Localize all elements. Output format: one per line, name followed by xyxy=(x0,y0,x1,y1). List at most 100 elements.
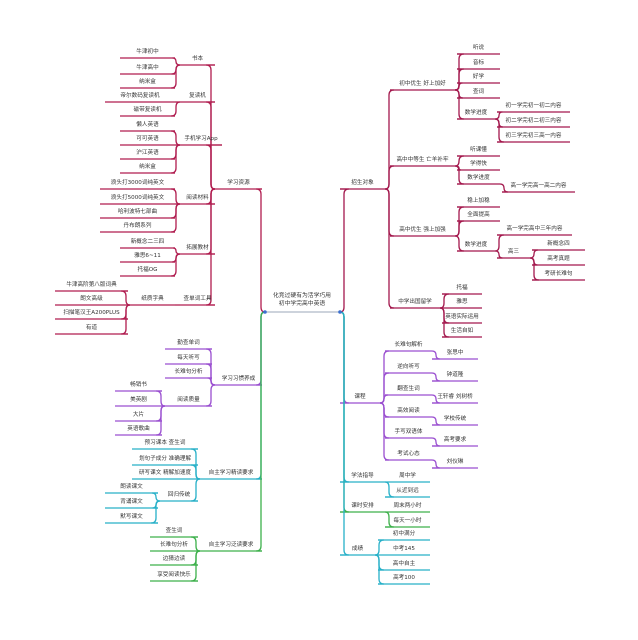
node-trad[interactable]: 回归传统 xyxy=(167,492,191,498)
node-qual0[interactable]: 畅销书 xyxy=(130,382,147,388)
node-sc2[interactable]: 高中自主 xyxy=(392,561,416,567)
node-ab1[interactable]: 雅思 xyxy=(456,299,468,305)
node-jt[interactable]: 初中优生 好上加好 xyxy=(399,81,446,87)
node-st1[interactable]: 全面提高 xyxy=(467,212,490,218)
node-tb[interactable]: 拓展教材 xyxy=(186,245,209,251)
node-qual3[interactable]: 英语歌曲 xyxy=(127,426,150,432)
node-ct0[interactable]: 长难句解析 xyxy=(394,342,423,348)
node-jtm1[interactable]: 初二学完初二初三内容 xyxy=(505,118,562,124)
node-ct5[interactable]: 考试心态 xyxy=(397,451,420,457)
node-ab2[interactable]: 英语实际运用 xyxy=(445,314,479,320)
node-res[interactable]: 学习资源 xyxy=(227,180,250,186)
node-books2[interactable]: 纳米盒 xyxy=(139,79,156,85)
node-ab3[interactable]: 生活自如 xyxy=(450,328,474,334)
node-int0[interactable]: 预习课本 查生词 xyxy=(144,440,186,446)
node-cte3[interactable]: 学校传统 xyxy=(443,416,467,422)
node-jt3[interactable]: 查词 xyxy=(472,89,485,95)
node-ext[interactable]: 自主学习泛读要求 xyxy=(208,542,254,548)
node-mth[interactable]: 学法指导 xyxy=(351,473,374,479)
node-trad2[interactable]: 默写课文 xyxy=(120,514,143,520)
node-dict[interactable]: 查单词工具 xyxy=(183,296,212,302)
node-qual[interactable]: 阅读质量 xyxy=(177,397,200,403)
node-books[interactable]: 书本 xyxy=(191,56,204,62)
node-jt2[interactable]: 好学 xyxy=(472,74,485,80)
node-g30[interactable]: 新概念四 xyxy=(547,241,570,247)
node-paper3[interactable]: 有道 xyxy=(85,325,98,331)
node-ab[interactable]: 中学出国留学 xyxy=(398,299,432,305)
node-ab0[interactable]: 托福 xyxy=(456,285,468,291)
node-hab2[interactable]: 长难句分析 xyxy=(174,369,203,375)
node-cte4[interactable]: 高考要求 xyxy=(443,437,467,443)
node-qual1[interactable]: 美英剧 xyxy=(130,397,147,403)
node-read2[interactable]: 哈利波特七部曲 xyxy=(117,209,158,215)
node-ct4[interactable]: 手写双语体 xyxy=(394,429,423,435)
node-st[interactable]: 高中优生 强上加强 xyxy=(399,227,446,233)
node-int2[interactable]: 研写课文 精解加速度 xyxy=(138,470,192,476)
node-ct3[interactable]: 高效阅读 xyxy=(397,408,420,414)
node-sc0[interactable]: 初中满分 xyxy=(392,531,416,537)
node-rep0[interactable]: 帝尔数码复读机 xyxy=(120,93,160,99)
node-hab1[interactable]: 每天听写 xyxy=(177,355,200,361)
node-sch0[interactable]: 周末两小时 xyxy=(393,503,422,509)
node-sm0[interactable]: 听课懂 xyxy=(470,147,487,153)
node-cte1[interactable]: 钟道隆 xyxy=(446,372,464,378)
node-qual2[interactable]: 大片 xyxy=(132,412,145,418)
node-tb1[interactable]: 雅思6~11 xyxy=(134,253,161,259)
node-sch[interactable]: 课时安排 xyxy=(351,503,374,509)
node-paper2[interactable]: 扫描笔汉王A200PLUS xyxy=(63,310,120,316)
node-hab0[interactable]: 勤查单词 xyxy=(177,340,200,346)
node-apps2[interactable]: 沪江英语 xyxy=(136,150,159,156)
node-sc[interactable]: 成绩 xyxy=(351,546,364,552)
node-read[interactable]: 阅读材料 xyxy=(186,195,209,201)
node-stm0[interactable]: 高一学完高中三年内容 xyxy=(506,226,563,232)
node-jtm0[interactable]: 初一学完初一初二内容 xyxy=(505,103,562,109)
node-mth1[interactable]: 从近到远 xyxy=(396,488,419,494)
node-read3[interactable]: 丹布朗系列 xyxy=(123,223,152,229)
node-stm[interactable]: 数学进度 xyxy=(464,242,488,248)
node-sc3[interactable]: 高考100 xyxy=(393,575,415,581)
node-trad0[interactable]: 朗读课文 xyxy=(120,484,143,490)
node-paper[interactable]: 纸质字典 xyxy=(141,296,164,302)
node-ext0[interactable]: 查生词 xyxy=(165,528,183,534)
node-sc1[interactable]: 中考145 xyxy=(393,546,415,552)
node-rec[interactable]: 招生对象 xyxy=(351,180,374,186)
node-apps[interactable]: 手机学习App xyxy=(184,136,218,142)
node-hab[interactable]: 学习习惯养成 xyxy=(221,376,256,382)
node-sch1[interactable]: 每天一小时 xyxy=(393,518,422,524)
node-jtm2[interactable]: 初三学完初三高一内容 xyxy=(505,133,562,139)
node-jtm[interactable]: 数学进度 xyxy=(464,110,488,116)
node-g31[interactable]: 高考真题 xyxy=(547,256,570,262)
node-trad1[interactable]: 背诵课文 xyxy=(120,499,143,505)
node-mth0[interactable]: 周中学 xyxy=(399,473,416,479)
node-cte2[interactable]: 王轩睿 刘树桥 xyxy=(437,394,473,400)
central-topic[interactable]: 化竞过硬有为活学巧用 初中学完高中英语 xyxy=(262,292,342,308)
node-rep1[interactable]: 磁带复读机 xyxy=(133,107,162,113)
node-apps3[interactable]: 纳米盒 xyxy=(139,164,156,170)
node-paper1[interactable]: 朗文高级 xyxy=(80,296,103,302)
node-ext1[interactable]: 长难句分析 xyxy=(160,542,188,548)
node-crs[interactable]: 课程 xyxy=(354,394,366,400)
node-sm[interactable]: 高中中等生 亡羊补牢 xyxy=(396,157,449,163)
node-smm0[interactable]: 高一学完高一高二内容 xyxy=(510,183,567,189)
node-ext2[interactable]: 边猜边读 xyxy=(162,556,186,562)
node-tb0[interactable]: 新概念二三四 xyxy=(130,239,165,245)
node-read1[interactable]: 浪头打5000词纯英文 xyxy=(110,195,165,201)
node-int1[interactable]: 划句子成分 准确理解 xyxy=(138,456,192,462)
node-sm1[interactable]: 学得快 xyxy=(470,161,487,167)
node-g3[interactable]: 高三 xyxy=(507,249,520,255)
node-smm[interactable]: 数学进度 xyxy=(467,175,490,181)
node-books1[interactable]: 牛津高中 xyxy=(136,65,159,71)
node-g32[interactable]: 考研长难句 xyxy=(544,271,573,277)
node-jt0[interactable]: 听说 xyxy=(472,45,485,51)
node-apps0[interactable]: 懒人英语 xyxy=(136,122,159,128)
node-ct2[interactable]: 翻查生词 xyxy=(397,386,420,392)
node-apps1[interactable]: 可可英语 xyxy=(136,136,159,142)
node-cte5[interactable]: 刘仪琳 xyxy=(446,459,464,465)
node-ext3[interactable]: 享受阅读快乐 xyxy=(157,572,191,578)
node-ct1[interactable]: 逆向听写 xyxy=(397,364,420,370)
node-rep[interactable]: 复读机 xyxy=(189,93,206,99)
node-cte0[interactable]: 张思中 xyxy=(446,350,464,356)
node-int[interactable]: 自主学习精读要求 xyxy=(208,470,254,476)
node-tb2[interactable]: 托福OG xyxy=(137,267,158,273)
node-read0[interactable]: 浪头打3000词纯英文 xyxy=(110,180,165,186)
